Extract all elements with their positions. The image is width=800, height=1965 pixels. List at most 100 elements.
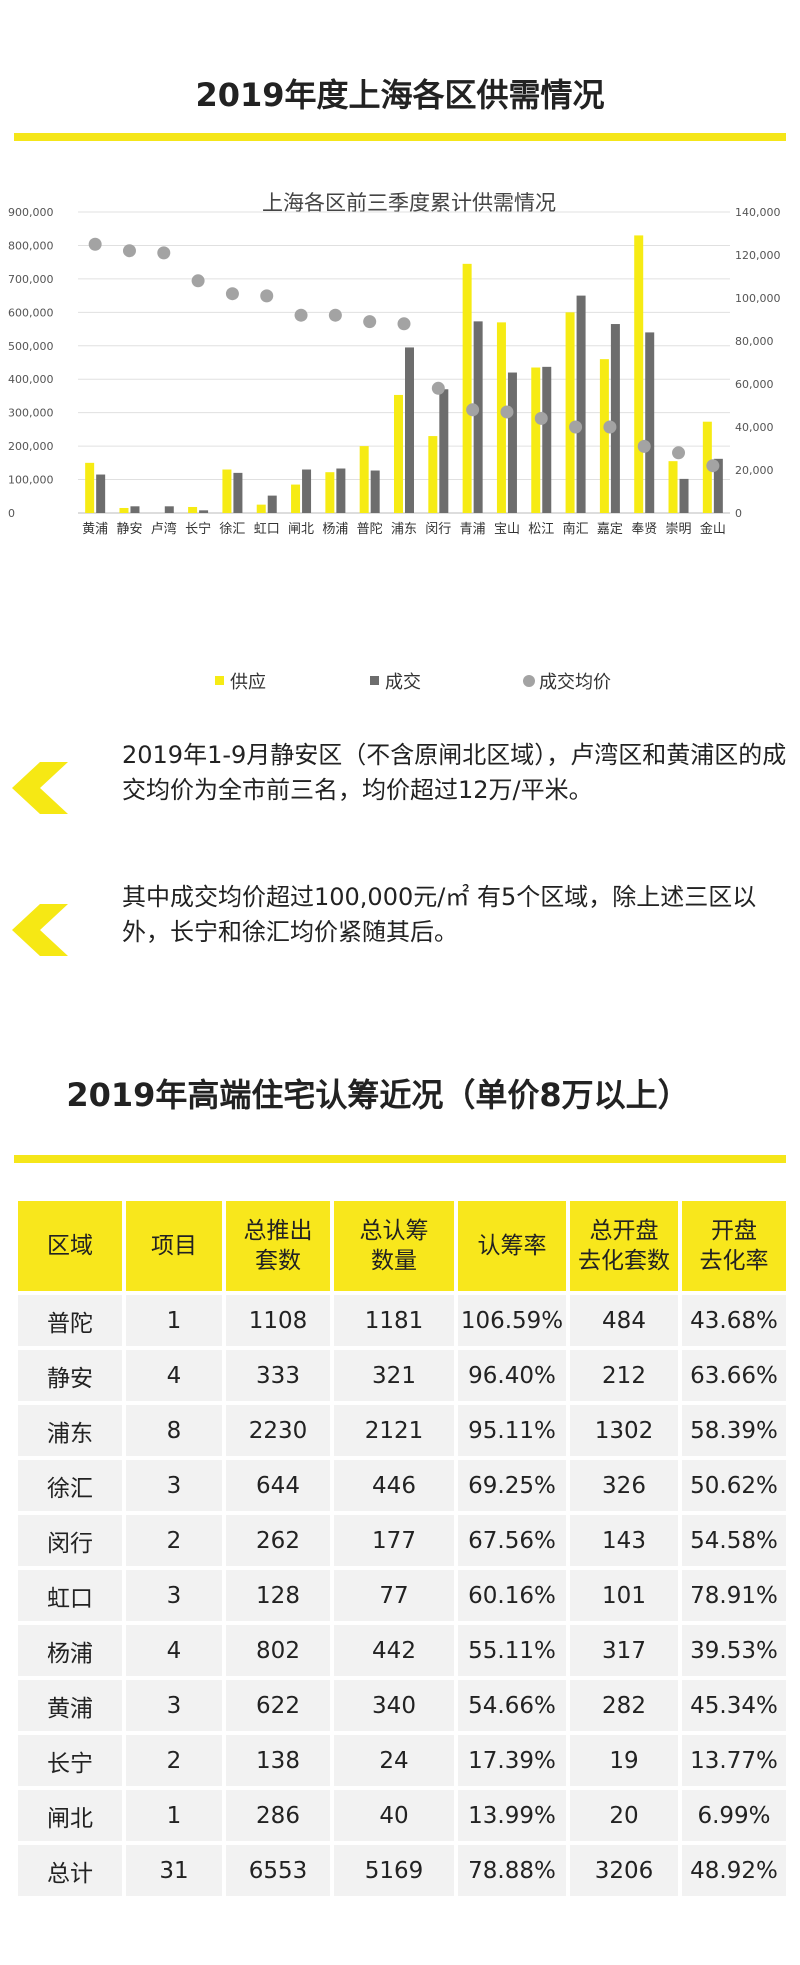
table-cell: 2 (126, 1735, 222, 1786)
y-tick-left: 900,000 (8, 206, 54, 219)
y-axis-right: 0 20,000 40,000 60,000 80,000 100,000 120,000 1… (735, 206, 781, 520)
bar-supply (325, 472, 335, 513)
bar-supply (599, 359, 609, 513)
table-cell: 55.11% (458, 1625, 566, 1676)
table-row: 虹口 3 128 77 60.16% 101 78.91% (18, 1570, 786, 1621)
table-cell: 8 (126, 1405, 222, 1456)
bar-supply (634, 235, 644, 513)
table-row: 徐汇 3 644 446 69.25% 326 50.62% (18, 1460, 786, 1511)
table-header-row: 区域 项目 总推出 套数 总认筹 数量 认筹率 总开盘 去化套数 开盘 去化率 (18, 1201, 786, 1291)
table-cell: 20 (570, 1790, 678, 1841)
point-avg-price (637, 439, 651, 453)
legend-label: 成交 (385, 672, 421, 693)
bar-deal (370, 470, 380, 513)
point-avg-price (363, 315, 377, 329)
table-header-cell: 开盘 去化率 (682, 1201, 786, 1291)
table-cell: 6553 (226, 1845, 330, 1896)
note-1-text: 2019年1-9月静安区（不含原闸北区域），卢湾区和黄浦区的成交均价为全市前三名… (122, 741, 787, 804)
y-tick-right: 100,000 (735, 292, 781, 305)
table-cell: 6.99% (682, 1790, 786, 1841)
point-avg-price (328, 308, 342, 322)
table-cell: 静安 (18, 1350, 122, 1401)
y-tick-left: 500,000 (8, 340, 54, 353)
bar-deal (199, 510, 209, 513)
table-cell: 177 (334, 1515, 454, 1566)
y-tick-right: 80,000 (735, 335, 774, 348)
table-cell: 闵行 (18, 1515, 122, 1566)
table-cell: 闸北 (18, 1790, 122, 1841)
table-cell: 1 (126, 1295, 222, 1346)
y-tick-left: 400,000 (8, 373, 54, 386)
table-cell: 212 (570, 1350, 678, 1401)
x-tick-label: 崇明 (666, 522, 692, 537)
point-avg-price (191, 274, 205, 288)
point-avg-price (500, 405, 514, 419)
chevron-left-icon (12, 904, 68, 956)
table-cell: 4 (126, 1350, 222, 1401)
bar-supply (119, 507, 129, 513)
table-cell: 446 (334, 1460, 454, 1511)
table-cell: 3 (126, 1460, 222, 1511)
section-title-luxury-subscription: 2019年高端住宅认筹近况（单价8万以上） (66, 1076, 690, 1114)
y-tick-right: 40,000 (735, 421, 774, 434)
table-body: 普陀 1 1108 1181 106.59% 484 43.68% 静安 4 333 321 96.4… (18, 1295, 786, 1896)
table-cell: 96.40% (458, 1350, 566, 1401)
note-2-text: 其中成交均价超过100,000元/㎡ 有5个区域，除上述三区以外，长宁和徐汇均价… (122, 883, 757, 946)
table-cell: 48.92% (682, 1845, 786, 1896)
table-cell: 262 (226, 1515, 330, 1566)
table-cell: 31 (126, 1845, 222, 1896)
x-tick-label: 闵行 (425, 522, 451, 537)
x-tick-label: 嘉定 (597, 522, 623, 537)
table-cell: 326 (570, 1460, 678, 1511)
section-title-supply-demand: 2019年度上海各区供需情况 (195, 76, 605, 114)
table-cell: 黄浦 (18, 1680, 122, 1731)
bar-supply (565, 312, 575, 513)
table-cell: 17.39% (458, 1735, 566, 1786)
point-avg-price (122, 244, 136, 258)
point-avg-price (466, 403, 480, 417)
chart-grid (78, 211, 730, 514)
y-tick-left: 300,000 (8, 407, 54, 420)
table-cell: 普陀 (18, 1295, 122, 1346)
point-avg-price (157, 246, 171, 260)
point-avg-price (225, 287, 239, 301)
y-axis-left: 0 100,000 200,000 300,000 400,000 500,000 600,… (8, 206, 54, 520)
bar-deal (336, 468, 346, 513)
table-cell: 106.59% (458, 1295, 566, 1346)
y-tick-left: 0 (8, 507, 15, 520)
table-row: 长宁 2 138 24 17.39% 19 13.77% (18, 1735, 786, 1786)
table-row: 杨浦 4 802 442 55.11% 317 39.53% (18, 1625, 786, 1676)
bar-deal (713, 458, 723, 513)
note-2: 其中成交均价超过100,000元/㎡ 有5个区域，除上述三区以外，长宁和徐汇均价… (0, 880, 800, 990)
bar-deal (576, 295, 586, 513)
table-cell: 333 (226, 1350, 330, 1401)
table-cell: 3 (126, 1570, 222, 1621)
x-tick-label: 徐汇 (219, 522, 245, 537)
supply-demand-chart: 上海各区前三季度累计供需情况 0 100,000 200,000 300,000 400… (8, 191, 781, 693)
table-cell: 78.88% (458, 1845, 566, 1896)
chart-title: 上海各区前三季度累计供需情况 (262, 191, 556, 215)
table-cell: 1108 (226, 1295, 330, 1346)
x-tick-label: 奉贤 (631, 522, 657, 537)
x-axis-labels: 黄浦 静安 卢湾 长宁 徐汇 虹口 闸北 杨浦 普陀 浦东 闵行 青浦 宝山 松江 南汇 嘉定 奉贤 崇明 金山 (82, 521, 726, 537)
table-cell: 50.62% (682, 1460, 786, 1511)
table-cell: 321 (334, 1350, 454, 1401)
table-header-cell: 项目 (126, 1201, 222, 1291)
bar-supply (462, 263, 472, 513)
x-tick-label: 普陀 (357, 521, 383, 537)
table-cell: 1302 (570, 1405, 678, 1456)
point-avg-price (431, 381, 445, 395)
chevron-left-icon (12, 762, 68, 814)
y-tick-right: 120,000 (735, 249, 781, 262)
legend-marker (370, 676, 379, 685)
table-cell: 77 (334, 1570, 454, 1621)
bar-supply (394, 394, 403, 513)
table-cell: 138 (226, 1735, 330, 1786)
table-cell: 39.53% (682, 1625, 786, 1676)
x-tick-label: 长宁 (185, 521, 211, 537)
subscription-table: 区域 项目 总推出 套数 总认筹 数量 认筹率 总开盘 去化套数 开盘 去化率 普陀 1 1108 118… (14, 1197, 790, 1900)
bar-supply (188, 506, 198, 513)
table-cell: 24 (334, 1735, 454, 1786)
table-cell: 2230 (226, 1405, 330, 1456)
x-tick-label: 卢湾 (151, 521, 177, 537)
